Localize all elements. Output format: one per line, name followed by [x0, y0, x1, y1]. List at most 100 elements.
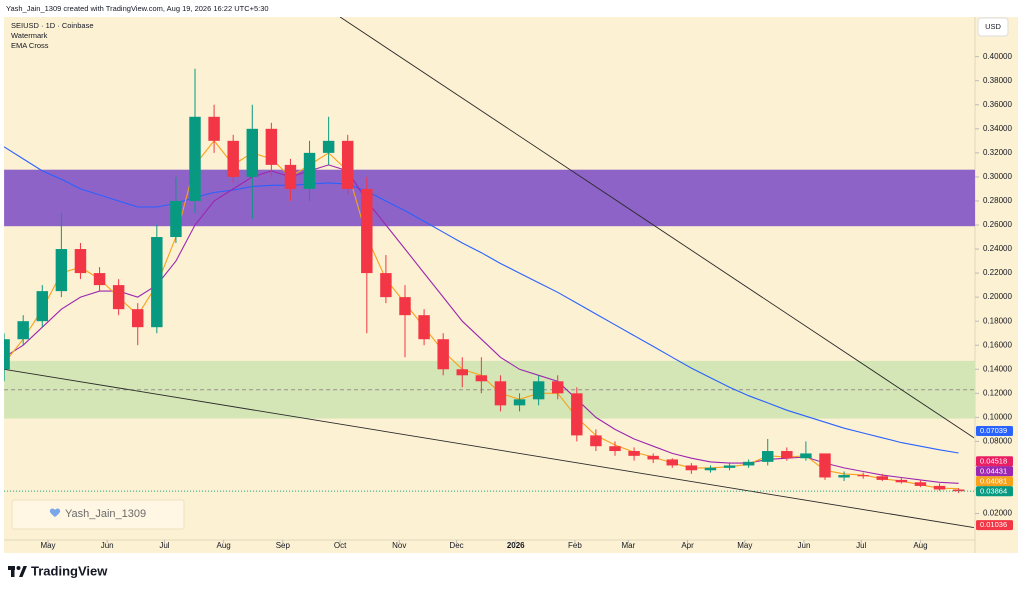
candle-body — [685, 465, 698, 471]
price-label: 0.04081 — [980, 476, 1007, 485]
candle-body — [876, 476, 888, 480]
brand-logo — [8, 566, 27, 577]
candle-body — [628, 451, 640, 456]
candle-body — [781, 451, 793, 459]
y-tick-label: 0.40000 — [983, 52, 1012, 61]
candle-body — [494, 381, 507, 406]
chart-background — [4, 17, 1018, 553]
y-tick-label: 0.32000 — [983, 148, 1012, 157]
x-tick-label: Aug — [217, 541, 231, 550]
x-tick-label: Oct — [334, 541, 347, 550]
candle-body — [380, 273, 392, 298]
price-label-box — [976, 456, 1013, 467]
candle-body — [590, 435, 602, 447]
indicator: EMA Cross — [11, 41, 49, 50]
candle-body — [189, 116, 201, 201]
x-tick-label: Jun — [798, 541, 811, 550]
brand: TradingView — [31, 563, 108, 578]
watermark-box — [11, 499, 185, 530]
candle-body — [303, 152, 316, 189]
x-tick-label: Feb — [568, 541, 582, 550]
candle-body — [742, 461, 755, 466]
candle-body — [361, 188, 373, 274]
price-label-box — [976, 466, 1013, 477]
x-tick-label: Nov — [392, 541, 406, 550]
y-tick-label: 0.26000 — [983, 220, 1012, 229]
y-tick-label: 0.12000 — [983, 388, 1012, 397]
y-tick-label: 0.14000 — [983, 364, 1012, 373]
ema-line — [4, 146, 959, 454]
y-tick-label: 0.18000 — [983, 316, 1012, 325]
currency-box[interactable] — [977, 17, 1009, 37]
y-tick-label: 0.24000 — [983, 244, 1012, 253]
y-tick-label: 0.20000 — [983, 292, 1012, 301]
candle-body — [93, 273, 106, 286]
candle-body — [914, 482, 927, 486]
price-label: 0.04518 — [980, 456, 1007, 465]
candle-body — [112, 285, 125, 310]
candle-body — [704, 467, 717, 471]
price-label: 0.01036 — [980, 520, 1007, 529]
trendline — [4, 368, 974, 529]
candle-body — [895, 479, 908, 483]
candle-body — [265, 128, 278, 165]
y-tick-label: 0.22000 — [983, 268, 1012, 277]
candle-body — [132, 309, 144, 328]
currency[interactable]: USD — [985, 22, 1001, 31]
x-tick-label: May — [737, 541, 752, 550]
heart-icon — [49, 508, 61, 517]
candle-body — [647, 455, 659, 460]
chart-title: SEIUSD · 1D · Coinbase — [11, 21, 94, 30]
candle-body — [74, 249, 87, 274]
candle-body — [532, 381, 545, 400]
candle-body — [513, 399, 526, 406]
x-tick-label: Jul — [856, 541, 866, 550]
y-tick-label: 0.38000 — [983, 76, 1012, 85]
zone — [4, 169, 975, 227]
ema-line — [4, 164, 959, 484]
candle-body — [55, 249, 68, 292]
y-tick-label: 0.30000 — [983, 172, 1012, 181]
header: Yash_Jain_1309 created with TradingView.… — [6, 4, 269, 13]
candle-body — [342, 140, 354, 189]
candle-body — [208, 116, 220, 141]
watermark: Yash_Jain_1309 — [65, 508, 146, 520]
candle-body — [284, 164, 297, 189]
candle-body — [399, 297, 411, 316]
x-tick-label: Jul — [159, 541, 169, 550]
candle-body — [17, 321, 29, 340]
candle-body — [151, 237, 163, 328]
price-label: 0.03864 — [980, 486, 1007, 495]
candle-body — [666, 459, 678, 466]
candle-body — [857, 475, 869, 477]
x-tick-label: Mar — [621, 541, 635, 550]
candle-body — [246, 128, 259, 177]
y-tick-label: 0.08000 — [983, 437, 1012, 446]
candle-body — [437, 339, 449, 370]
candle-body — [551, 381, 564, 394]
x-tick-label: May — [40, 541, 55, 550]
candle-body — [170, 200, 182, 238]
candle-body — [571, 393, 583, 436]
candle-body — [4, 339, 10, 370]
candle-body — [952, 489, 965, 492]
indicator: Watermark — [11, 31, 48, 40]
candle-body — [838, 475, 850, 478]
price-label-box — [976, 486, 1013, 497]
price-label-box — [976, 476, 1013, 487]
candle-body — [418, 315, 430, 340]
candle-body — [227, 140, 239, 177]
candle-body — [456, 369, 469, 376]
y-tick-label: 0.28000 — [983, 196, 1012, 205]
y-tick-label: 0.02000 — [983, 509, 1012, 518]
price-label-box — [976, 425, 1013, 436]
candle-body — [609, 446, 621, 452]
candle-body — [761, 451, 774, 462]
price-label-box — [976, 520, 1013, 531]
candle-body — [819, 453, 831, 478]
y-tick-label: 0.10000 — [983, 412, 1012, 421]
x-tick-label: Sep — [276, 541, 291, 550]
x-tick-label: Dec — [449, 541, 463, 550]
candle-body — [723, 465, 736, 468]
